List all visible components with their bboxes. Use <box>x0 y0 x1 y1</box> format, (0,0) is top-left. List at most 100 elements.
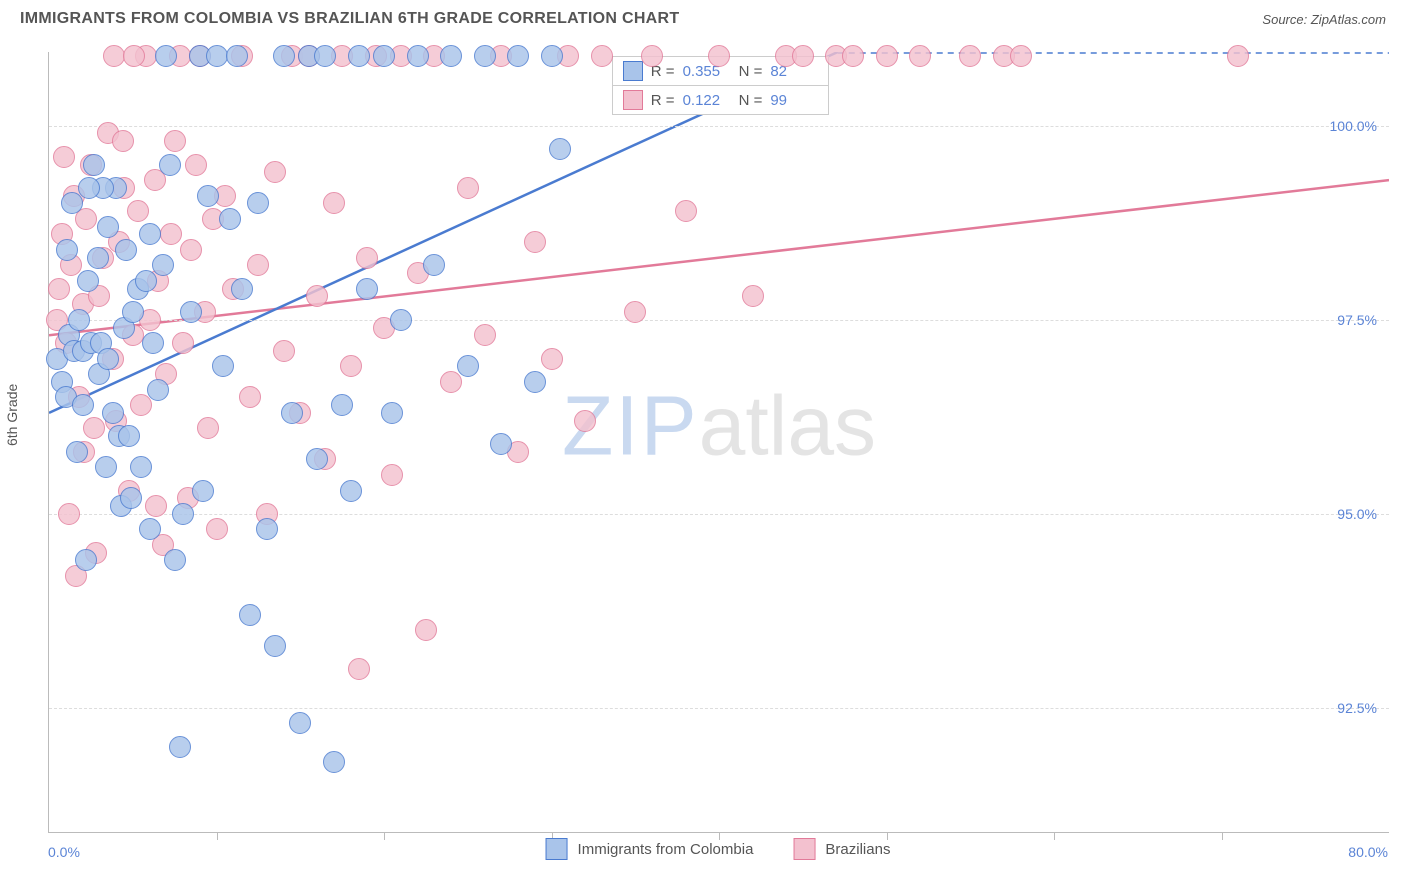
legend-swatch <box>546 838 568 860</box>
scatter-point <box>348 45 370 67</box>
scatter-point <box>574 410 596 432</box>
scatter-point <box>61 192 83 214</box>
scatter-point <box>197 417 219 439</box>
scatter-point <box>152 254 174 276</box>
scatter-point <box>53 146 75 168</box>
scatter-point <box>72 394 94 416</box>
scatter-point <box>323 751 345 773</box>
gridline-h <box>49 320 1389 321</box>
scatter-point <box>169 736 191 758</box>
scatter-point <box>306 285 328 307</box>
x-tick <box>1222 832 1223 840</box>
legend-label: Brazilians <box>825 841 890 858</box>
scatter-point <box>206 518 228 540</box>
legend-swatch <box>623 61 643 81</box>
legend-swatch <box>623 90 643 110</box>
scatter-point <box>48 278 70 300</box>
series-legend: Immigrants from Colombia Brazilians <box>546 838 891 860</box>
source-attribution: Source: ZipAtlas.com <box>1262 12 1386 27</box>
scatter-point <box>273 340 295 362</box>
legend-item: Immigrants from Colombia <box>546 838 754 860</box>
scatter-point <box>239 386 261 408</box>
plot-area: ZIPatlas R =0.355N =82R =0.122N =99 92.5… <box>48 52 1389 833</box>
scatter-point <box>127 200 149 222</box>
scatter-point <box>120 487 142 509</box>
y-tick-label: 92.5% <box>1337 700 1383 716</box>
scatter-point <box>83 154 105 176</box>
scatter-point <box>130 456 152 478</box>
scatter-point <box>675 200 697 222</box>
y-tick-label: 95.0% <box>1337 506 1383 522</box>
scatter-point <box>139 518 161 540</box>
scatter-point <box>457 177 479 199</box>
scatter-point <box>226 45 248 67</box>
scatter-point <box>331 394 353 416</box>
scatter-point <box>164 130 186 152</box>
scatter-point <box>206 45 228 67</box>
legend-label: Immigrants from Colombia <box>578 841 754 858</box>
gridline-h <box>49 126 1389 127</box>
scatter-point <box>1227 45 1249 67</box>
scatter-point <box>130 394 152 416</box>
scatter-point <box>256 518 278 540</box>
scatter-point <box>239 604 261 626</box>
r-label: R = <box>651 92 675 109</box>
gridline-h <box>49 514 1389 515</box>
scatter-point <box>440 371 462 393</box>
scatter-point <box>180 239 202 261</box>
scatter-point <box>289 712 311 734</box>
scatter-point <box>281 402 303 424</box>
y-tick-label: 100.0% <box>1330 118 1383 134</box>
scatter-point <box>876 45 898 67</box>
scatter-point <box>474 324 496 346</box>
scatter-point <box>155 45 177 67</box>
scatter-point <box>407 45 429 67</box>
scatter-point <box>56 239 78 261</box>
scatter-point <box>172 332 194 354</box>
scatter-point <box>78 177 100 199</box>
scatter-point <box>507 45 529 67</box>
scatter-point <box>314 45 336 67</box>
scatter-point <box>164 549 186 571</box>
scatter-point <box>66 441 88 463</box>
scatter-point <box>541 45 563 67</box>
x-axis-min-label: 0.0% <box>48 844 80 860</box>
scatter-point <box>624 301 646 323</box>
scatter-point <box>247 254 269 276</box>
scatter-point <box>103 45 125 67</box>
x-tick <box>1054 832 1055 840</box>
legend-swatch <box>793 838 815 860</box>
scatter-point <box>549 138 571 160</box>
scatter-point <box>115 239 137 261</box>
scatter-point <box>959 45 981 67</box>
scatter-point <box>273 45 295 67</box>
scatter-point <box>356 278 378 300</box>
legend-item: Brazilians <box>793 838 890 860</box>
scatter-point <box>68 309 90 331</box>
scatter-point <box>490 433 512 455</box>
chart-container: ZIPatlas R =0.355N =82R =0.122N =99 92.5… <box>48 52 1388 832</box>
scatter-point <box>112 130 134 152</box>
scatter-point <box>185 154 207 176</box>
scatter-point <box>123 45 145 67</box>
scatter-point <box>381 464 403 486</box>
scatter-point <box>641 45 663 67</box>
scatter-point <box>97 216 119 238</box>
scatter-point <box>340 480 362 502</box>
scatter-point <box>373 45 395 67</box>
scatter-point <box>77 270 99 292</box>
scatter-point <box>172 503 194 525</box>
scatter-point <box>142 332 164 354</box>
scatter-point <box>75 549 97 571</box>
n-label: N = <box>739 92 763 109</box>
scatter-point <box>197 185 219 207</box>
y-axis-label: 6th Grade <box>4 384 20 446</box>
legend-row: R =0.122N =99 <box>613 86 829 114</box>
scatter-point <box>474 45 496 67</box>
scatter-point <box>708 45 730 67</box>
scatter-point <box>139 223 161 245</box>
x-tick <box>384 832 385 840</box>
scatter-point <box>591 45 613 67</box>
scatter-point <box>842 45 864 67</box>
scatter-point <box>381 402 403 424</box>
